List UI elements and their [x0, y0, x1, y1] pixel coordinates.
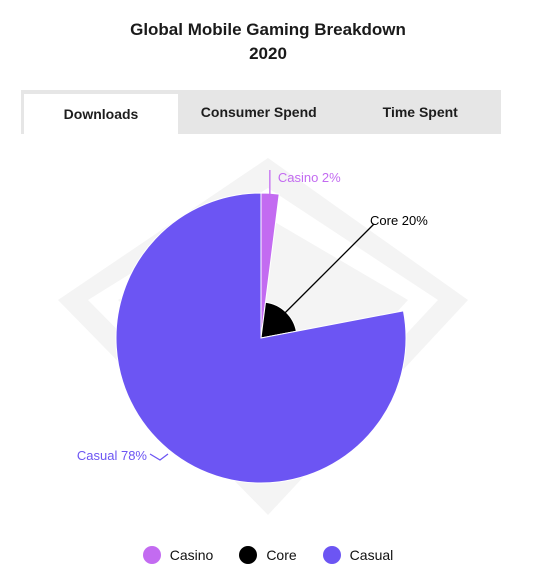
chart-subtitle-year: 2020	[249, 44, 287, 63]
chart-title: Global Mobile Gaming Breakdown	[130, 20, 406, 39]
data-label-casual: Casual 78%	[77, 448, 148, 463]
pie-slice-casual[interactable]	[115, 192, 407, 484]
legend-label-casual: Casual	[349, 547, 394, 563]
legend-swatch-core	[239, 546, 258, 564]
data-label-casino: Casino 2%	[278, 170, 341, 185]
legend-item-casual[interactable]: Casual	[322, 546, 394, 564]
tab-consumer-spend[interactable]: Consumer Spend	[200, 104, 317, 120]
tab-downloads[interactable]: Downloads	[24, 94, 178, 134]
legend-label-core: Core	[266, 547, 297, 563]
data-label-core: Core 20%	[370, 213, 428, 228]
pie-chart: Casino 2% Core 20% Casual 78%	[58, 158, 468, 515]
legend-item-casino[interactable]: Casino	[142, 546, 214, 564]
metric-tabs: Downloads Consumer Spend Time Spent	[21, 90, 501, 134]
tab-time-spent[interactable]: Time Spent	[382, 104, 458, 120]
legend-item-core[interactable]: Core	[239, 546, 297, 564]
chart-legend: Casino Core Casual	[0, 546, 536, 564]
legend-label-casino: Casino	[169, 547, 214, 563]
legend-swatch-casual	[322, 546, 341, 564]
leader-line-casual	[149, 453, 169, 461]
leader-line-core	[277, 223, 375, 321]
legend-swatch-casino	[142, 546, 161, 564]
